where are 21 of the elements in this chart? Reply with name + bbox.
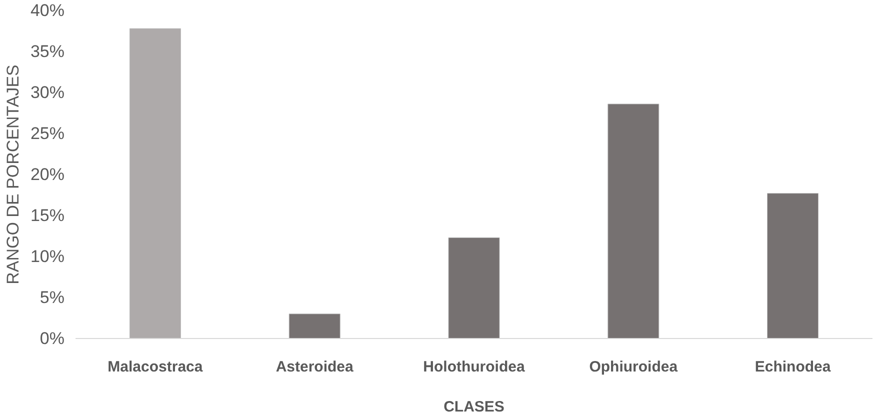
bar	[288, 314, 340, 338]
y-tick-label: 15%	[30, 206, 65, 225]
x-tick-label: Malacostraca	[108, 358, 204, 376]
y-tick-label: 30%	[30, 83, 65, 102]
x-tick-label: Echinodea	[754, 358, 832, 376]
bar	[448, 237, 500, 338]
bar	[767, 193, 819, 338]
x-tick-label: Holothuroidea	[423, 358, 526, 376]
bar	[608, 104, 660, 338]
y-tick-label: 25%	[30, 124, 65, 143]
y-tick-label: 40%	[30, 1, 65, 20]
x-axis-title: CLASES	[444, 398, 504, 416]
bar	[129, 28, 181, 338]
y-tick-label: 35%	[30, 42, 65, 61]
x-tick-label: Ophiuroidea	[589, 358, 678, 376]
y-tick-label: 20%	[30, 165, 65, 184]
y-tick-label: 5%	[40, 288, 65, 307]
y-tick-label: 0%	[40, 329, 65, 348]
y-axis-title: RANGO DE PORCENTAJES	[3, 64, 22, 284]
x-tick-label: Asteroidea	[276, 358, 354, 376]
y-tick-label: 10%	[30, 247, 65, 266]
